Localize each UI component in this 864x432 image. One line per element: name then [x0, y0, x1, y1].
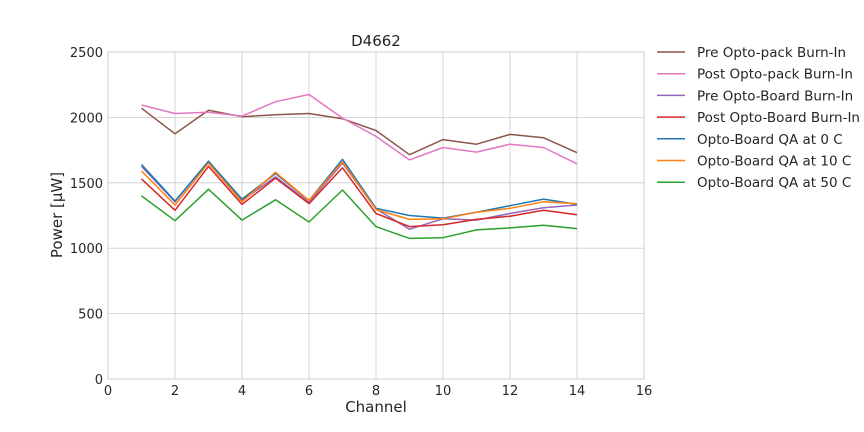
legend-label-4: Opto-Board QA at 0 C	[697, 132, 843, 148]
series-line-6	[141, 188, 578, 240]
legend-label-0: Pre Opto-pack Burn-In	[697, 45, 846, 61]
y-tick-label: 500	[78, 308, 103, 323]
x-tick-label: 12	[502, 384, 519, 399]
series-line-0	[141, 107, 578, 156]
x-tick-label: 4	[238, 384, 246, 399]
axes-frame	[107, 51, 645, 380]
series-line-3	[140, 165, 578, 228]
legend-label-1: Post Opto-pack Burn-In	[697, 67, 853, 83]
x-tick-label: 14	[569, 384, 586, 399]
x-tick-label: 2	[171, 384, 179, 399]
legend-label-2: Pre Opto-Board Burn-In	[697, 88, 853, 104]
x-tick-label: 6	[305, 384, 313, 399]
legend: Pre Opto-pack Burn-In Post Opto-pack Burn…	[657, 45, 860, 191]
x-tick-label: 16	[636, 384, 653, 399]
series-line-4	[140, 158, 578, 219]
axes-border	[107, 51, 645, 380]
chart-title: D4662	[351, 32, 401, 50]
y-tick-label: 1000	[70, 242, 103, 257]
y-tick-labels: 0 500 1000 1500 2000 2500	[70, 46, 103, 388]
y-axis-label: Power [µW]	[48, 172, 66, 258]
x-tick-label: 10	[435, 384, 452, 399]
x-tick-labels: 0 2 4 6 8 10 12 14 16	[104, 384, 652, 399]
series-line-5	[140, 161, 578, 221]
y-tick-label: 1500	[70, 177, 103, 192]
series-lines	[140, 93, 578, 240]
y-tick-label: 2500	[70, 46, 103, 61]
x-axis-label: Channel	[345, 398, 407, 416]
y-tick-label: 2000	[70, 111, 103, 126]
series-line-1	[141, 93, 578, 165]
x-tick-label: 8	[372, 384, 380, 399]
y-tick-label: 0	[95, 373, 103, 388]
legend-label-5: Opto-Board QA at 10 C	[697, 154, 851, 170]
x-tick-label: 0	[104, 384, 112, 399]
legend-label-3: Post Opto-Board Burn-In	[697, 110, 860, 126]
legend-label-6: Opto-Board QA at 50 C	[697, 175, 851, 191]
